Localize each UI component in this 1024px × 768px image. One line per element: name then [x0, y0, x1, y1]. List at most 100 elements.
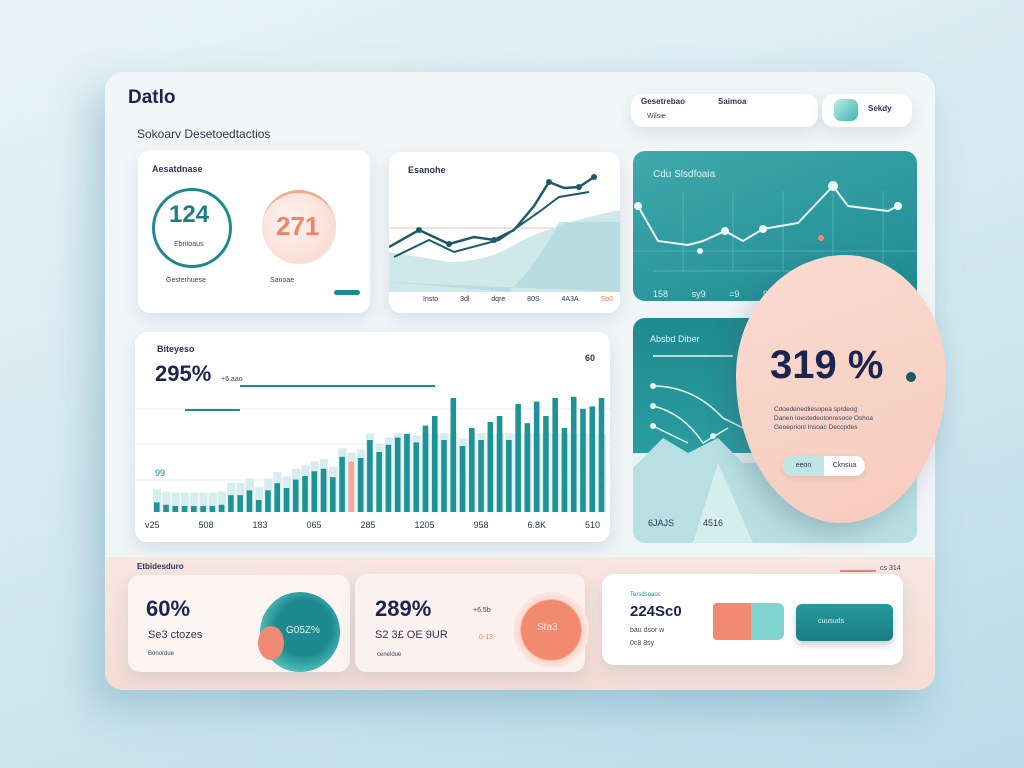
bar	[589, 406, 596, 512]
bar	[367, 440, 373, 512]
ring-gauge: 124 Ebritoaus	[152, 188, 232, 268]
divider	[840, 570, 876, 572]
toggle-option[interactable]: eeon	[783, 456, 824, 476]
corner-label: 60	[585, 353, 596, 363]
x-tick-label: 285	[360, 520, 376, 530]
bar	[469, 428, 475, 512]
bar	[246, 490, 253, 512]
section-title: Etbidesduro	[137, 562, 184, 571]
bar	[385, 444, 392, 512]
card-title: Aesatdnase	[152, 164, 203, 174]
bar	[283, 488, 290, 512]
circle-label: Sta3	[537, 622, 558, 633]
highlight-text: Cdoedenedliesopea sprdeog	[774, 406, 858, 413]
header-label: Gesetrebao	[641, 97, 686, 106]
bar	[561, 428, 568, 512]
bar	[506, 440, 512, 512]
toggle-option[interactable]: Cknsua	[832, 462, 857, 469]
highlight-toggle[interactable]: eeon Cknsua	[783, 456, 865, 476]
action-button-label: cuusuds	[818, 618, 845, 625]
bar-shadow	[254, 487, 264, 512]
bar	[274, 483, 281, 512]
peach-gauge: 271	[262, 190, 336, 264]
bar	[376, 452, 382, 512]
bar	[422, 425, 429, 512]
x-tick-label: 4A3A	[561, 296, 579, 303]
bar	[237, 495, 243, 512]
card-title: Esanohe	[408, 165, 446, 175]
bar	[441, 440, 447, 512]
gauge-value: 124	[169, 201, 210, 228]
bar	[302, 476, 308, 512]
x-tick-label: 183	[252, 520, 268, 530]
bar	[431, 416, 438, 512]
bar	[478, 440, 484, 512]
card-title: Biteyeso	[157, 344, 195, 354]
bar	[200, 506, 206, 512]
bar-shadow	[171, 492, 180, 512]
mini-bar	[334, 290, 360, 295]
bar	[348, 461, 355, 512]
bar	[311, 471, 318, 512]
kpi-card-3: Tersdsoaoc 224Sc0 bau dsor w 0c8 8sy cuu…	[602, 574, 903, 665]
gauge-label: Ebritoaus	[174, 241, 204, 248]
bar	[487, 422, 494, 512]
bar-shadow	[208, 492, 217, 512]
kpi-footer: ceneldue	[377, 652, 402, 658]
kpi-subtext: Se3 ctozes	[148, 629, 203, 641]
color-swatch-coral[interactable]	[713, 603, 751, 640]
teal-stats-card: Cdu Slsdfoaia 158 sy9 =9 99	[633, 151, 917, 301]
bar-shadow	[190, 492, 199, 512]
bar-shadow	[199, 492, 208, 512]
x-tick-label: 3dl	[460, 296, 470, 303]
kpi-card-2: 289% +6.5b S2 3£ OE 9UR 0-13 ceneldue St…	[355, 574, 589, 672]
bar	[265, 490, 271, 512]
bar	[292, 479, 299, 512]
x-tick-label: 80S	[527, 296, 540, 303]
kpi-value: 295%	[155, 361, 212, 386]
highlight-text: Geoeprionl Insoac Deccpdes	[774, 424, 858, 431]
bar	[543, 416, 549, 512]
chart-icon	[834, 99, 858, 121]
kpi-delta: +6.aao	[221, 376, 243, 383]
color-swatch-aqua[interactable]	[751, 603, 784, 640]
kpi-footer: Bonordue	[148, 651, 175, 657]
bar-shadow	[180, 492, 190, 512]
bar	[515, 404, 521, 512]
bar	[459, 446, 466, 512]
donut-segment	[258, 626, 284, 660]
x-tick-label: 510	[584, 520, 600, 530]
bar	[154, 502, 160, 512]
header-button-label: Sekdy	[868, 104, 892, 113]
gauge-value: 271	[276, 211, 320, 241]
bar	[172, 506, 179, 512]
bar	[450, 398, 457, 512]
x-tick-label: 958	[473, 520, 489, 530]
bar	[181, 506, 188, 512]
bar	[552, 398, 558, 512]
gauges-card: Aesatdnase 124 Ebritoaus 271 Gesterhuese…	[138, 150, 370, 313]
bar-chart-card: Biteyeso 295% +6.aao 60 99 v25 508 183 0…	[135, 332, 610, 542]
kpi-subtext: 0c8 8sy	[630, 640, 655, 647]
teal-line-chart	[633, 181, 917, 272]
x-tick-label: 508	[198, 520, 214, 530]
bar	[339, 456, 345, 512]
x-tick-label: 158	[653, 289, 669, 299]
bar-shadow	[217, 491, 227, 512]
bar	[496, 416, 503, 512]
x-tick-label: sy9	[691, 289, 706, 299]
page-subtitle: Sokoarv Desetoedtactios	[137, 127, 271, 141]
kpi-value: 289%	[375, 596, 432, 621]
header-button[interactable]: Sekdy	[822, 94, 912, 127]
x-tick-label: Insto	[423, 296, 439, 303]
corner-label: cs 314	[880, 565, 901, 572]
bar	[255, 500, 262, 512]
bar	[191, 506, 197, 512]
bar	[570, 396, 577, 512]
x-tick-label: 1205	[414, 520, 435, 530]
peach-circle-chart: Sta3	[513, 592, 589, 668]
header-info-pill[interactable]: Gesetrebao Saimoa Wilsie	[631, 94, 818, 127]
x-tick-label: 4516	[703, 518, 724, 528]
action-button[interactable]: cuusuds	[796, 604, 893, 641]
line-chart	[389, 174, 620, 292]
